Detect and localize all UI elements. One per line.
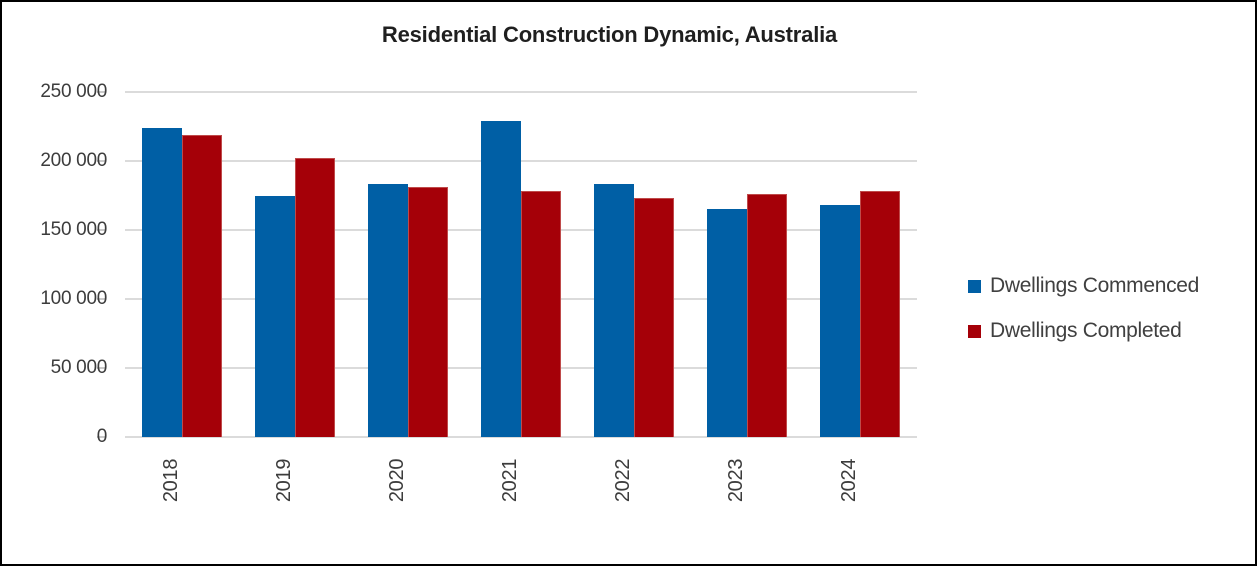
- legend: Dwellings Commenced Dwellings Completed: [968, 274, 1199, 364]
- bar-dwellings-commenced-2023: [707, 209, 747, 437]
- legend-label: Dwellings Commenced: [990, 274, 1200, 297]
- x-axis-label-2024: 2024: [810, 445, 890, 515]
- x-axis-label-text-2022: 2022: [612, 458, 635, 502]
- bar-dwellings-completed-2018: [182, 135, 222, 437]
- y-axis-label-100000: 100 000: [40, 288, 107, 309]
- bar-dwellings-completed-2021: [521, 191, 561, 437]
- y-axis-tick-50000: [97, 367, 106, 369]
- bar-dwellings-completed-2024: [860, 191, 900, 437]
- gridline-200000: [125, 160, 917, 162]
- bar-dwellings-completed-2023: [747, 194, 787, 437]
- bar-dwellings-completed-2020: [408, 187, 448, 437]
- x-axis-label-text-2019: 2019: [273, 458, 296, 502]
- x-axis-label-text-2023: 2023: [725, 458, 748, 502]
- gridline-0: [125, 436, 917, 438]
- x-axis-label-text-2018: 2018: [160, 458, 183, 502]
- x-axis-label-text-2020: 2020: [386, 458, 409, 502]
- x-axis-label-2022: 2022: [584, 445, 664, 515]
- bar-dwellings-commenced-2019: [255, 196, 295, 437]
- legend-label: Dwellings Completed: [990, 319, 1182, 342]
- y-axis-tick-250000: [97, 91, 106, 93]
- y-axis-label-250000: 250 000: [40, 81, 107, 102]
- legend-swatch-dwellings-completed: [968, 324, 981, 338]
- bar-dwellings-commenced-2020: [368, 184, 408, 437]
- bar-dwellings-commenced-2022: [594, 184, 634, 437]
- gridline-250000: [125, 91, 917, 93]
- x-axis-label-2018: 2018: [132, 445, 212, 515]
- bar-dwellings-completed-2022: [634, 198, 674, 437]
- bar-dwellings-completed-2019: [295, 158, 335, 437]
- bar-dwellings-commenced-2018: [142, 128, 182, 437]
- y-axis-tick-100000: [97, 298, 106, 300]
- y-axis-tick-200000: [97, 160, 106, 162]
- y-axis-tick-0: [97, 436, 106, 438]
- bar-dwellings-commenced-2024: [820, 205, 860, 437]
- legend-swatch-dwellings-commenced: [968, 279, 981, 293]
- x-axis-label-2020: 2020: [358, 445, 438, 515]
- y-axis-label-0: 0: [96, 426, 108, 447]
- y-axis-label-150000: 150 000: [40, 219, 107, 240]
- legend-item-dwellings-commenced: Dwellings Commenced: [968, 274, 1199, 298]
- y-axis-label-50000: 50 000: [50, 357, 108, 378]
- x-axis-label-2023: 2023: [697, 445, 777, 515]
- x-axis-label-text-2024: 2024: [838, 458, 861, 502]
- bar-dwellings-commenced-2021: [481, 121, 521, 437]
- y-axis-label-200000: 200 000: [40, 150, 107, 171]
- x-axis-label-2021: 2021: [471, 445, 551, 515]
- x-axis-label-2019: 2019: [245, 445, 325, 515]
- x-axis-label-text-2021: 2021: [499, 458, 522, 502]
- chart-title: Residential Construction Dynamic, Austra…: [381, 22, 838, 47]
- legend-item-dwellings-completed: Dwellings Completed: [968, 319, 1199, 343]
- y-axis-tick-150000: [97, 229, 106, 231]
